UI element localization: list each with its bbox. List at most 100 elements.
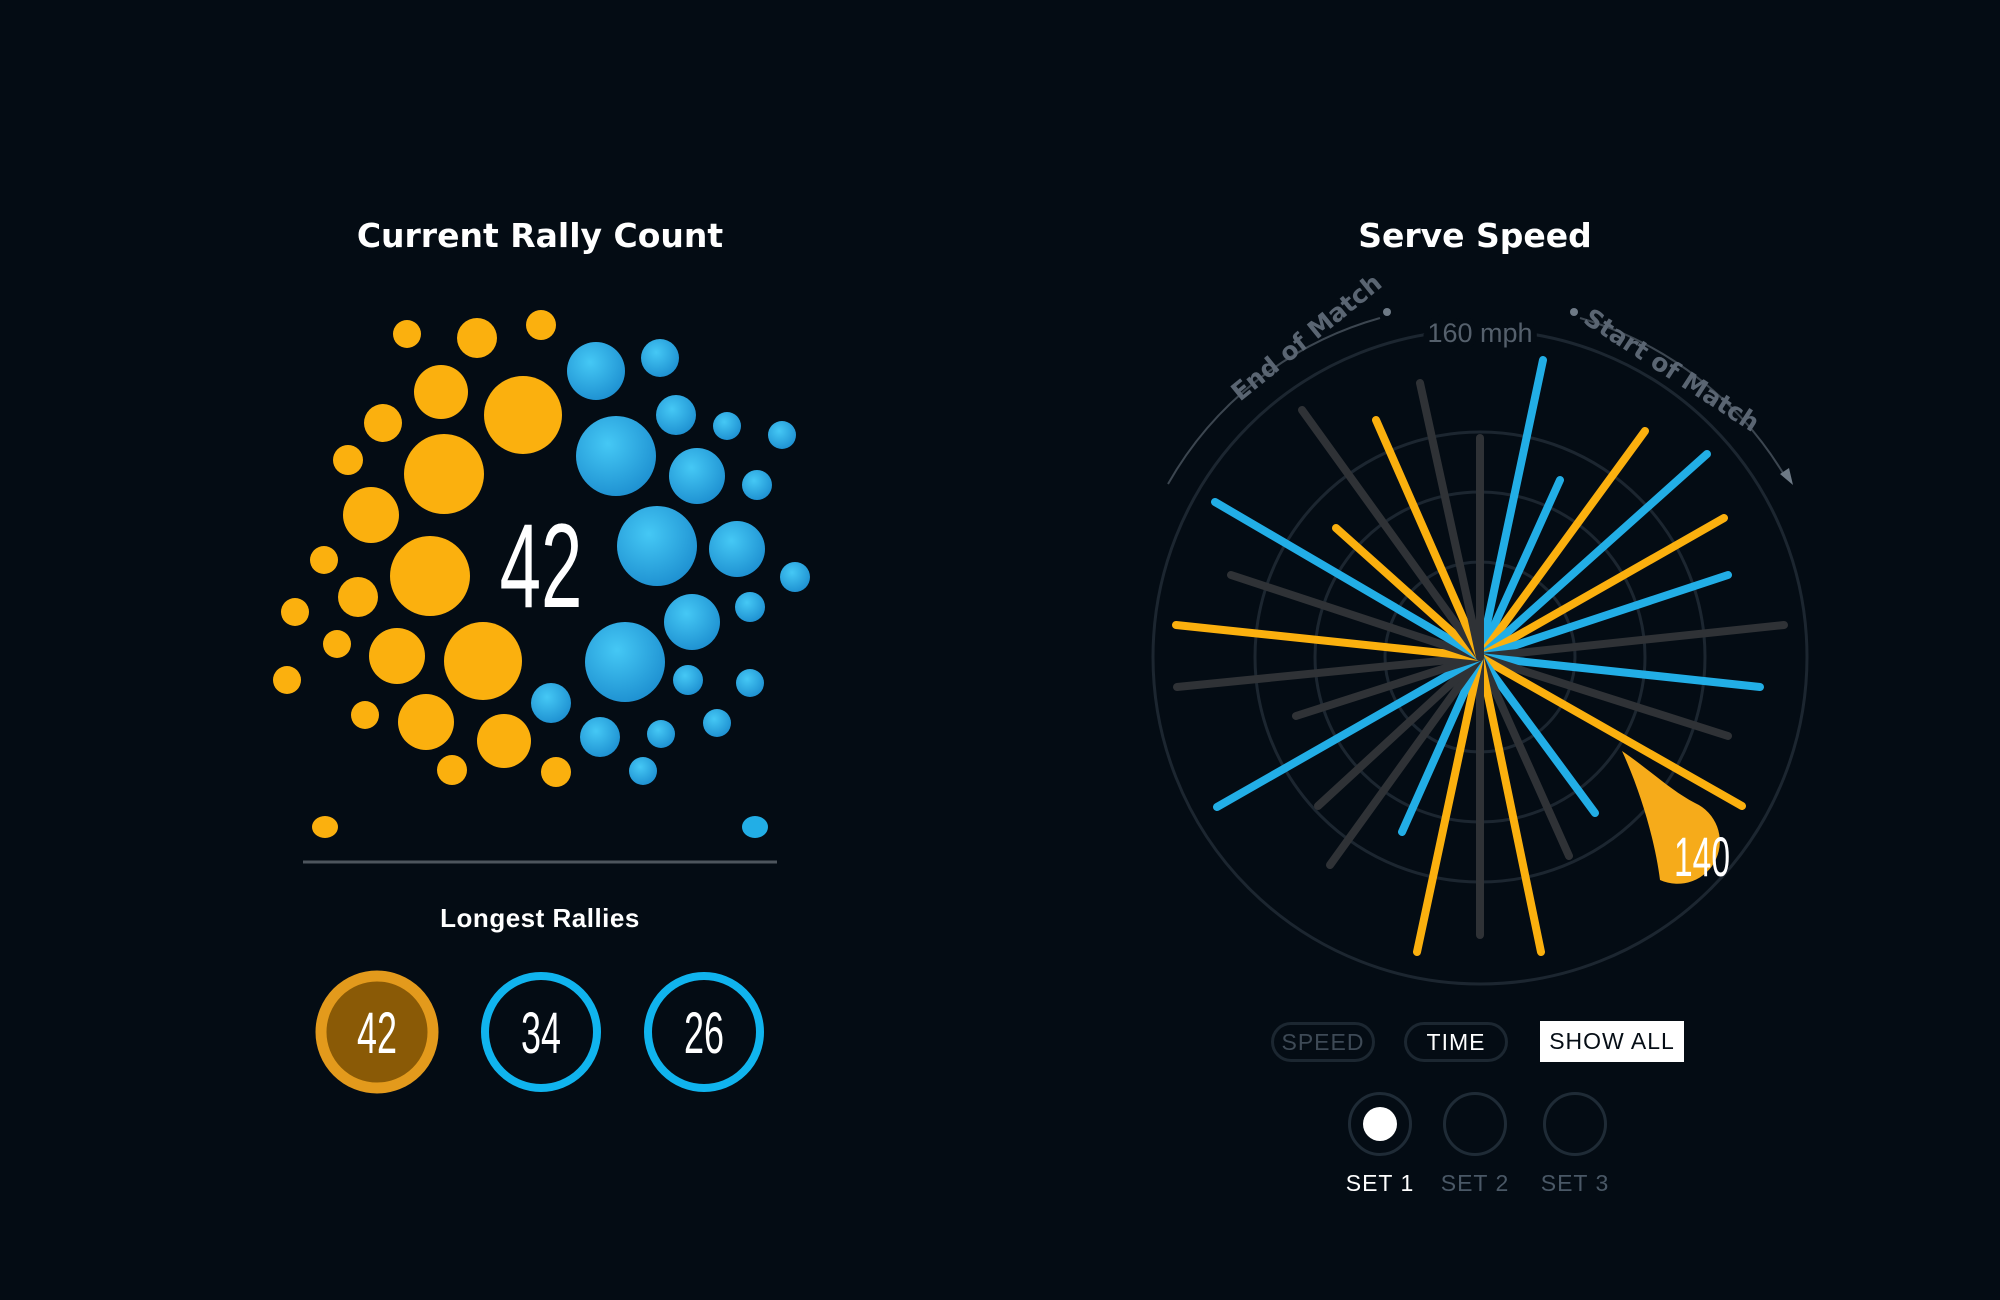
serve-spoke [1398,653,1484,836]
rally-dot-player2 [531,683,571,723]
serve-spoke [1298,406,1484,661]
rally-dot-player2 [709,521,765,577]
rally-dot-player1 [457,318,497,358]
rally-dot-player2 [617,506,697,586]
serve-spoke [1476,653,1545,956]
rally-dot-player1 [310,546,338,574]
rally-dot-player2 [656,395,696,435]
rally-dot-player2 [669,448,725,504]
serve-spoke [1292,653,1484,720]
longest-rallies-title: Longest Rallies [440,903,640,933]
end-of-match-label: End of Match [1226,268,1388,407]
serve-spoke [1227,571,1484,661]
player2-marker [742,816,768,838]
serve-spoke [1476,356,1547,661]
rally-dot-player2 [742,470,772,500]
rally-dot-player1 [477,714,531,768]
rally-dot-player1 [404,434,484,514]
serve-spoke [1211,498,1484,661]
end-of-match-arc [1167,317,1381,485]
highlight-serve-callout [1622,751,1720,884]
rally-dot-player2 [713,412,741,440]
serve-spoke [1372,416,1484,661]
rally-dot-player1 [398,694,454,750]
rally-dot-player1 [541,757,571,787]
speed-button[interactable]: SPEED [1271,1022,1375,1062]
arc-dot-right [1570,308,1578,316]
rally-dot-player1 [369,628,425,684]
rally-dot-player1 [338,577,378,617]
highlight-serve-value: 140 [1674,825,1730,888]
rally-dot-player2 [780,562,810,592]
set-2-radio[interactable] [1443,1092,1507,1156]
rally-dot-player2 [580,717,620,757]
rally-dot-player2 [567,342,625,400]
set-1-label: SET 1 [1345,1170,1415,1196]
serve-spoke [1213,653,1484,811]
set-1-radio[interactable] [1348,1092,1412,1156]
arrow-head-icon [1780,468,1793,485]
set-3-radio[interactable] [1543,1092,1607,1156]
longest-rally-1-value: 42 [357,1001,397,1066]
rally-dot-player1 [333,445,363,475]
serve-spoke [1476,653,1573,860]
show-all-button[interactable]: SHOW ALL [1540,1021,1684,1062]
rally-dot-player1 [364,404,402,442]
serve-spoke [1173,653,1484,691]
serve-spoke [1476,653,1764,691]
rally-dot-player1 [390,536,470,616]
rally-dot-player1 [343,487,399,543]
serve-spoke [1413,653,1484,956]
rally-dot-player1 [393,320,421,348]
rally-dot-player2 [736,669,764,697]
serve-spoke [1476,653,1746,810]
speed-ring-outer [1151,328,1809,986]
serve-spoke [1476,476,1564,661]
serve-spokes [1172,356,1788,956]
set-2-label: SET 2 [1440,1170,1510,1196]
player1-marker [312,816,338,838]
longest-rally-3-ring[interactable] [644,972,764,1092]
rally-dot-player2 [647,720,675,748]
rally-dot-player1 [323,630,351,658]
serve-speed-title: Serve Speed [1358,216,1592,255]
rally-dot-player2 [735,592,765,622]
rally-dot-player2 [576,416,656,496]
serve-spoke [1476,514,1728,661]
arc-dot-left [1383,308,1391,316]
serve-spoke [1476,653,1732,740]
serve-spoke [1476,621,1788,661]
rally-dot-cluster [273,310,810,787]
rally-dot-player1 [414,365,468,419]
start-of-match-arc [1579,317,1787,479]
serve-spoke [1416,379,1484,661]
rally-dot-player1 [273,666,301,694]
max-speed-label: 160 mph [1427,318,1532,348]
time-button[interactable]: TIME [1404,1022,1508,1062]
rally-dot-player2 [585,622,665,702]
serve-spoke [1332,524,1484,661]
rally-count-title: Current Rally Count [356,216,724,255]
rally-dot-player1 [437,755,467,785]
set-3-label: SET 3 [1540,1170,1610,1196]
serve-speed-chart [1151,308,1809,986]
rally-count-value: 42 [500,500,583,633]
rally-dot-player1 [351,701,379,729]
longest-rally-2-value: 34 [521,1001,561,1066]
serve-spoke [1314,653,1484,810]
serve-spoke [1476,450,1711,661]
rally-dot-player2 [629,757,657,785]
rally-dot-player1 [281,598,309,626]
rally-dot-player1 [484,376,562,454]
rally-dot-player2 [703,709,731,737]
rally-dot-player1 [526,310,556,340]
serve-spoke [1172,621,1484,661]
longest-rally-2-ring[interactable] [481,972,601,1092]
longest-rally-1-ring[interactable] [315,970,439,1094]
rally-dot-player2 [768,421,796,449]
serve-spoke [1326,653,1484,869]
start-of-match-label: Start of Match [1579,303,1765,438]
serve-spoke [1476,571,1732,661]
rally-dot-player2 [664,594,720,650]
